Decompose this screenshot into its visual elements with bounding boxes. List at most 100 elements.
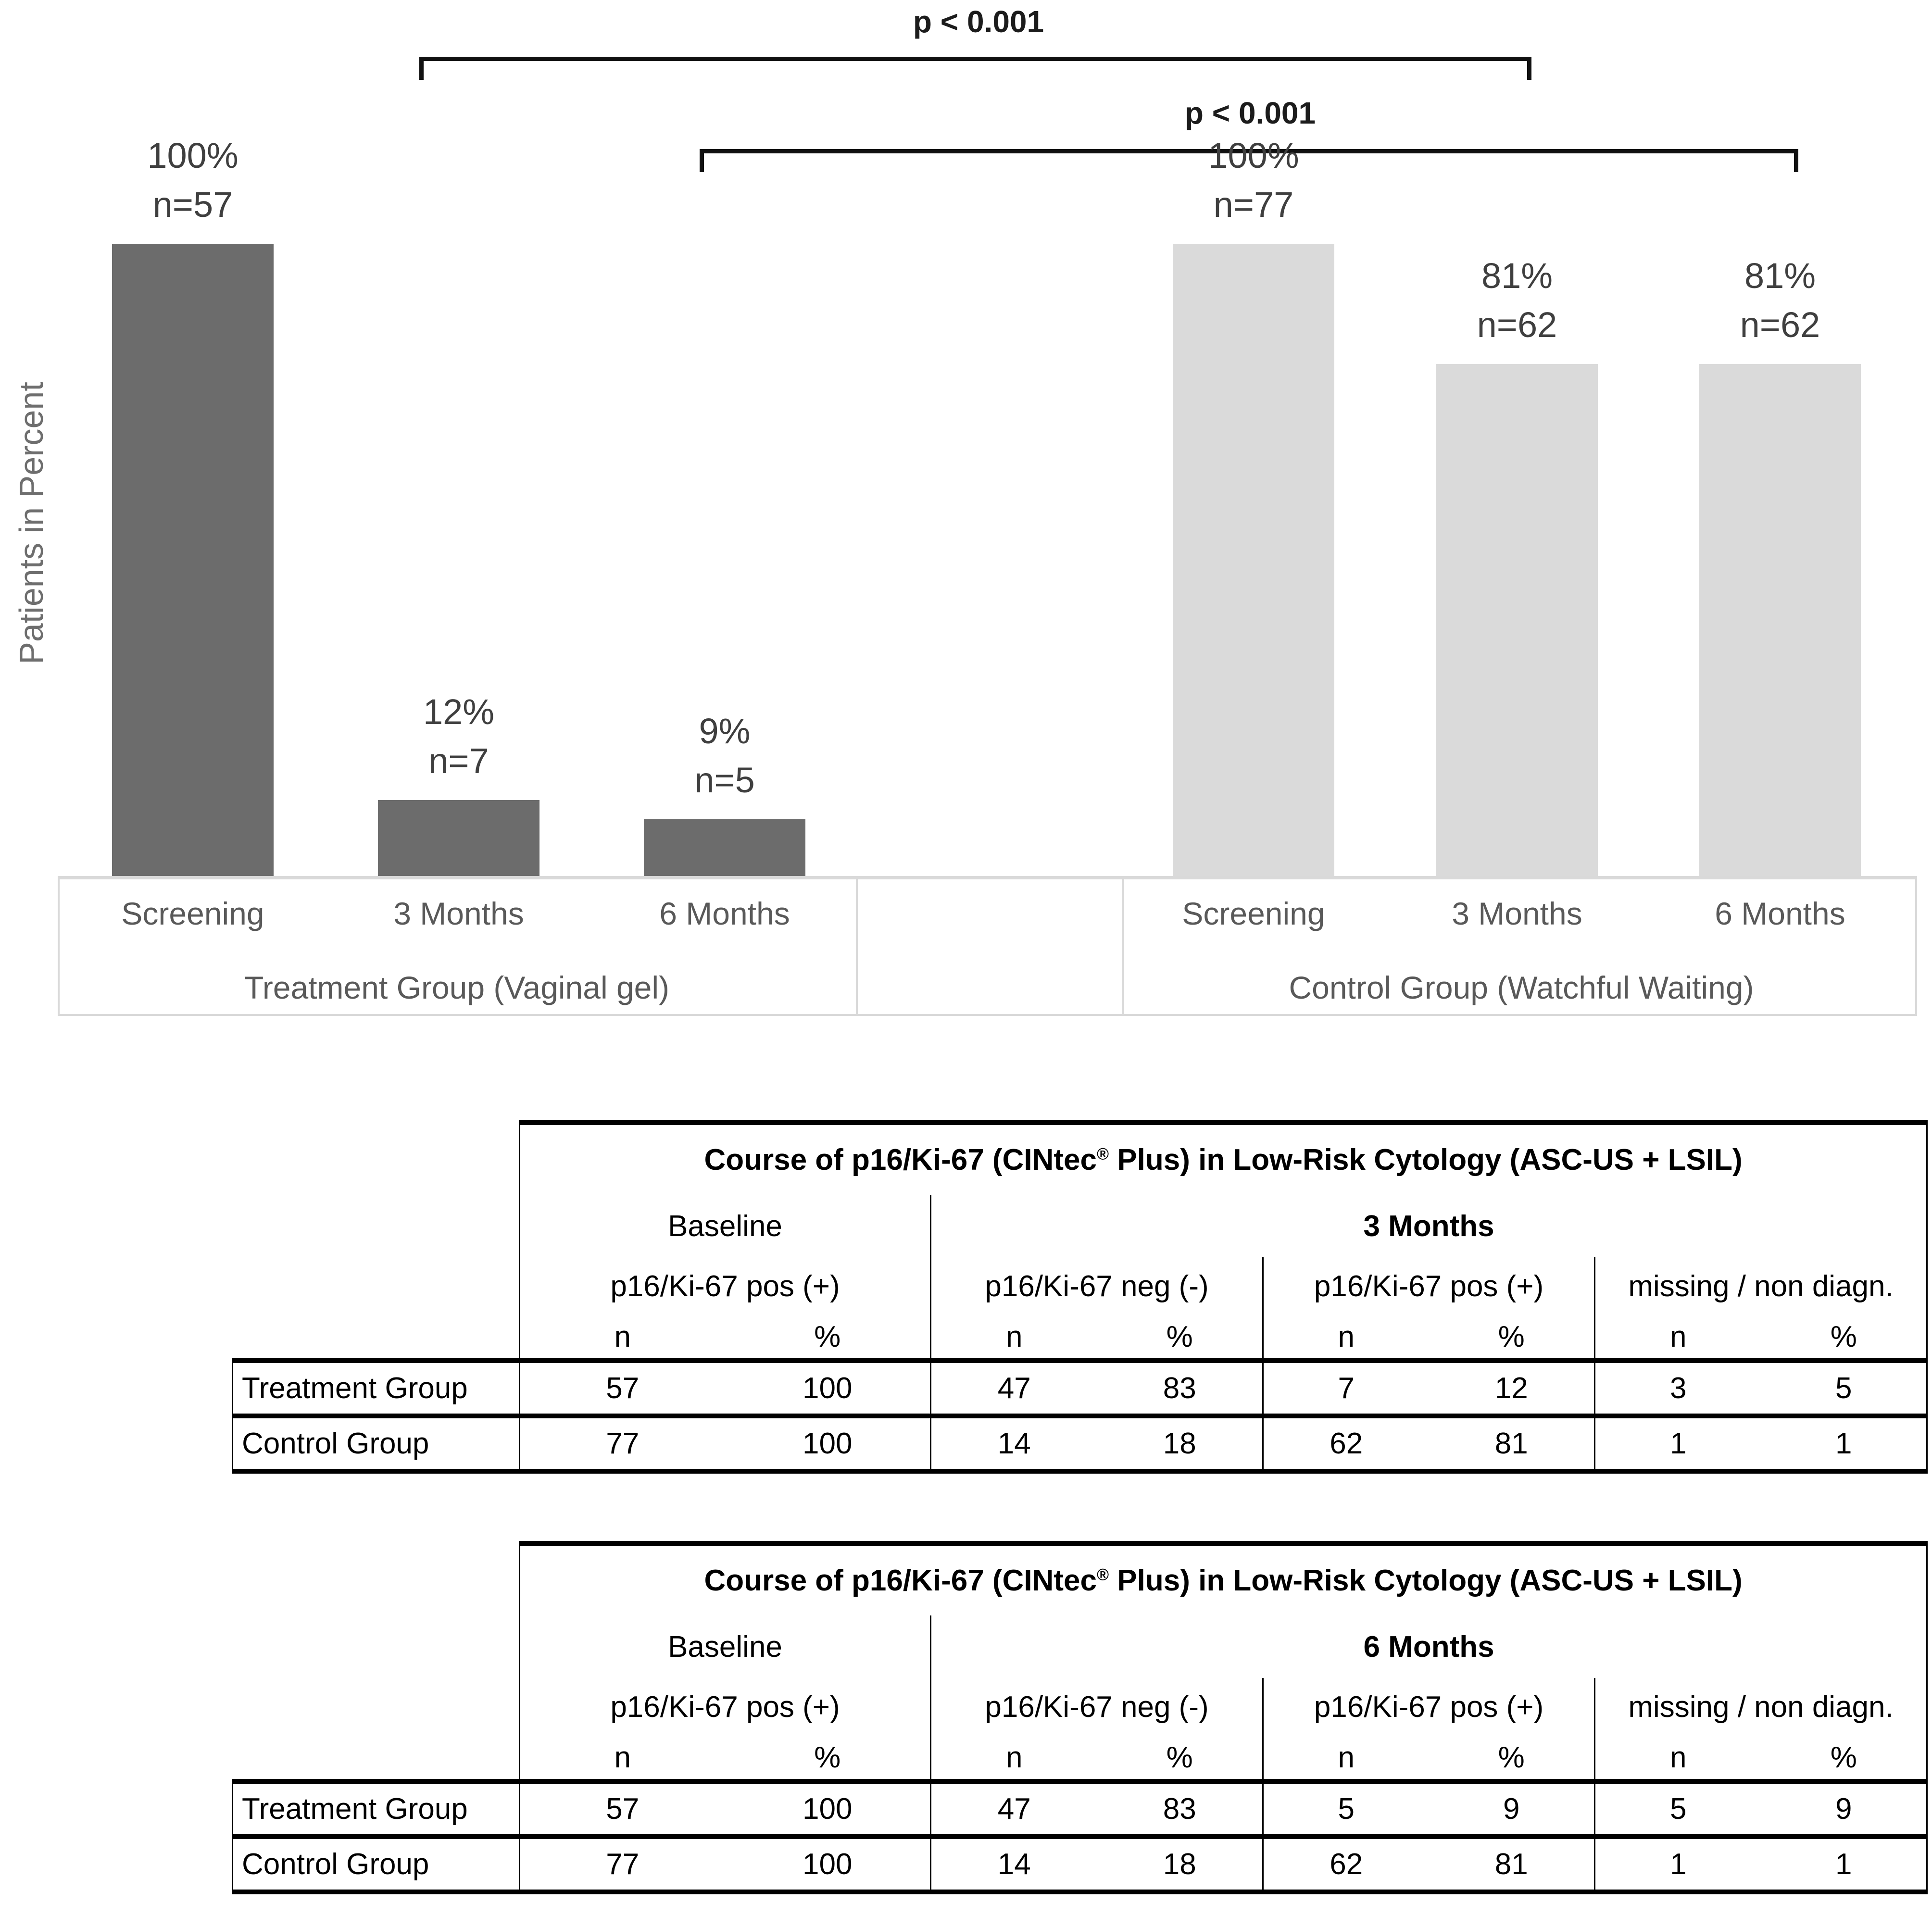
table-cell: 57 — [519, 1779, 725, 1837]
table-cell: 1 — [1761, 1414, 1928, 1474]
table-cell: 18 — [1097, 1414, 1263, 1474]
table-cell: 77 — [519, 1834, 725, 1894]
table-cell: 5 — [1262, 1779, 1429, 1837]
table-cell: 62 — [1262, 1414, 1429, 1474]
x-axis-box — [58, 876, 1917, 1016]
n-header: n — [1262, 1315, 1429, 1361]
row-label: Control Group — [232, 1414, 520, 1474]
column-header: missing / non diagn. — [1593, 1257, 1928, 1315]
column-header: p16/Ki-67 pos (+) — [519, 1257, 931, 1315]
table-cell: 12 — [1429, 1358, 1595, 1416]
table-cell: 83 — [1097, 1358, 1263, 1416]
n-value: n=7 — [428, 741, 489, 781]
table-cell: 100 — [725, 1779, 931, 1837]
bar-control-screening — [1173, 244, 1334, 876]
registered-mark: ® — [1096, 1145, 1109, 1164]
bracket-tick-right — [1794, 149, 1798, 172]
table-row: Treatment Group 57 100 47 83 7 12 3 5 — [232, 1358, 1928, 1416]
table-cell: 100 — [725, 1414, 931, 1474]
group-label-control: Control Group (Watchful Waiting) — [1289, 970, 1754, 1005]
bar-treatment-6-months — [644, 819, 805, 876]
bar-control-6-months — [1699, 364, 1861, 876]
bracket-tick-left — [700, 149, 704, 172]
pct-header: % — [1761, 1736, 1928, 1781]
table-row: Control Group 77 100 14 18 62 81 1 1 — [232, 1834, 1928, 1894]
data-label-control-screening: 100% n=77 — [1104, 131, 1403, 229]
table-cell: 14 — [930, 1414, 1097, 1474]
table-cell: 5 — [1594, 1779, 1761, 1837]
percent-value: 81% — [1744, 256, 1816, 296]
table-cell: 100 — [725, 1358, 931, 1416]
table-cell: 7 — [1262, 1358, 1429, 1416]
axis-label-treatment-6-months: 6 Months — [659, 896, 790, 931]
n-value: n=5 — [694, 760, 755, 800]
table-cell: 1 — [1594, 1414, 1761, 1474]
percent-value: 100% — [1208, 136, 1299, 175]
percent-value: 12% — [423, 692, 495, 732]
bracket-tick-left — [419, 57, 424, 80]
n-header: n — [1594, 1736, 1761, 1781]
group-label-treatment: Treatment Group (Vaginal gel) — [244, 970, 670, 1005]
pct-header: % — [1166, 1740, 1193, 1774]
table-row: Treatment Group 57 100 47 83 5 9 5 9 — [232, 1779, 1928, 1837]
axis-label-control-6-months: 6 Months — [1715, 896, 1845, 931]
row-label: Treatment Group — [232, 1779, 520, 1837]
p-value-label-6-months: p < 0.001 — [1184, 96, 1316, 130]
bar-control-3-months — [1436, 364, 1598, 876]
percent-value: 100% — [147, 136, 238, 175]
significance-bracket-6-months — [700, 149, 1798, 153]
percent-value: 81% — [1481, 256, 1553, 296]
table-cell: 9 — [1429, 1779, 1595, 1837]
bar-treatment-3-months — [378, 800, 539, 876]
period-header: 3 Months — [929, 1195, 1928, 1257]
table-cell: 3 — [1594, 1358, 1761, 1416]
table-cell: 1 — [1761, 1834, 1928, 1894]
table-cell: 5 — [1761, 1358, 1928, 1416]
percent-value: 9% — [699, 711, 751, 751]
data-label-treatment-3-months: 12% n=7 — [310, 688, 608, 786]
n-header: n — [519, 1736, 725, 1781]
data-label-control-3-months: 81% n=62 — [1368, 251, 1666, 350]
column-header: p16/Ki-67 pos (+) — [1262, 1678, 1595, 1736]
column-header: p16/Ki-67 pos (+) — [519, 1678, 931, 1736]
table-title: Course of p16/Ki-67 (CINtec® Plus) in Lo… — [518, 1541, 1928, 1615]
table-row: Control Group 77 100 14 18 62 81 1 1 — [232, 1414, 1928, 1474]
pct-header: % — [1761, 1315, 1928, 1361]
table-cell: 14 — [930, 1834, 1097, 1894]
bracket-tick-right — [1527, 57, 1531, 80]
table-cell: 100 — [725, 1834, 931, 1894]
axis-label-control-screening: Screening — [1182, 896, 1325, 931]
column-header: p16/Ki-67 neg (-) — [930, 1257, 1263, 1315]
data-label-treatment-6-months: 9% n=5 — [576, 707, 874, 805]
n-value: n=77 — [1213, 185, 1294, 225]
table-cell: 77 — [519, 1414, 725, 1474]
y-axis-title: Patients in Percent — [13, 382, 50, 664]
table-6-months: Course of p16/Ki-67 (CINtec® Plus) in Lo… — [232, 1541, 1928, 1894]
n-header: n — [519, 1315, 725, 1361]
table-cell: 18 — [1097, 1834, 1263, 1894]
table-cell: 81 — [1429, 1414, 1595, 1474]
pct-header: % — [814, 1320, 841, 1353]
table-subhead-row: p16/Ki-67 pos (+) p16/Ki-67 neg (-) p16/… — [233, 1257, 1928, 1315]
n-header: n — [1262, 1736, 1429, 1781]
baseline-header: Baseline — [519, 1615, 931, 1678]
table-np-row: n % n % n % n % — [233, 1736, 1928, 1781]
column-header: p16/Ki-67 neg (-) — [930, 1678, 1263, 1736]
n-header: n — [1594, 1315, 1761, 1361]
axis-label-treatment-3-months: 3 Months — [393, 896, 524, 931]
n-value: n=62 — [1740, 305, 1820, 345]
table-cell: 1 — [1594, 1834, 1761, 1894]
data-label-control-6-months: 81% n=62 — [1631, 251, 1929, 350]
table-title-row: Course of p16/Ki-67 (CINtec® Plus) in Lo… — [233, 1120, 1928, 1195]
table-period-row: Baseline 3 Months — [233, 1195, 1928, 1257]
bar-treatment-screening — [112, 244, 274, 876]
pct-header: % — [814, 1740, 841, 1774]
axis-label-control-3-months: 3 Months — [1452, 896, 1582, 931]
row-label: Treatment Group — [232, 1358, 520, 1416]
axis-group-divider — [856, 879, 858, 1016]
table-cell: 47 — [930, 1358, 1097, 1416]
pct-header: % — [1166, 1320, 1193, 1353]
table-subhead-row: p16/Ki-67 pos (+) p16/Ki-67 neg (-) p16/… — [233, 1678, 1928, 1736]
table-title-row: Course of p16/Ki-67 (CINtec® Plus) in Lo… — [233, 1541, 1928, 1615]
